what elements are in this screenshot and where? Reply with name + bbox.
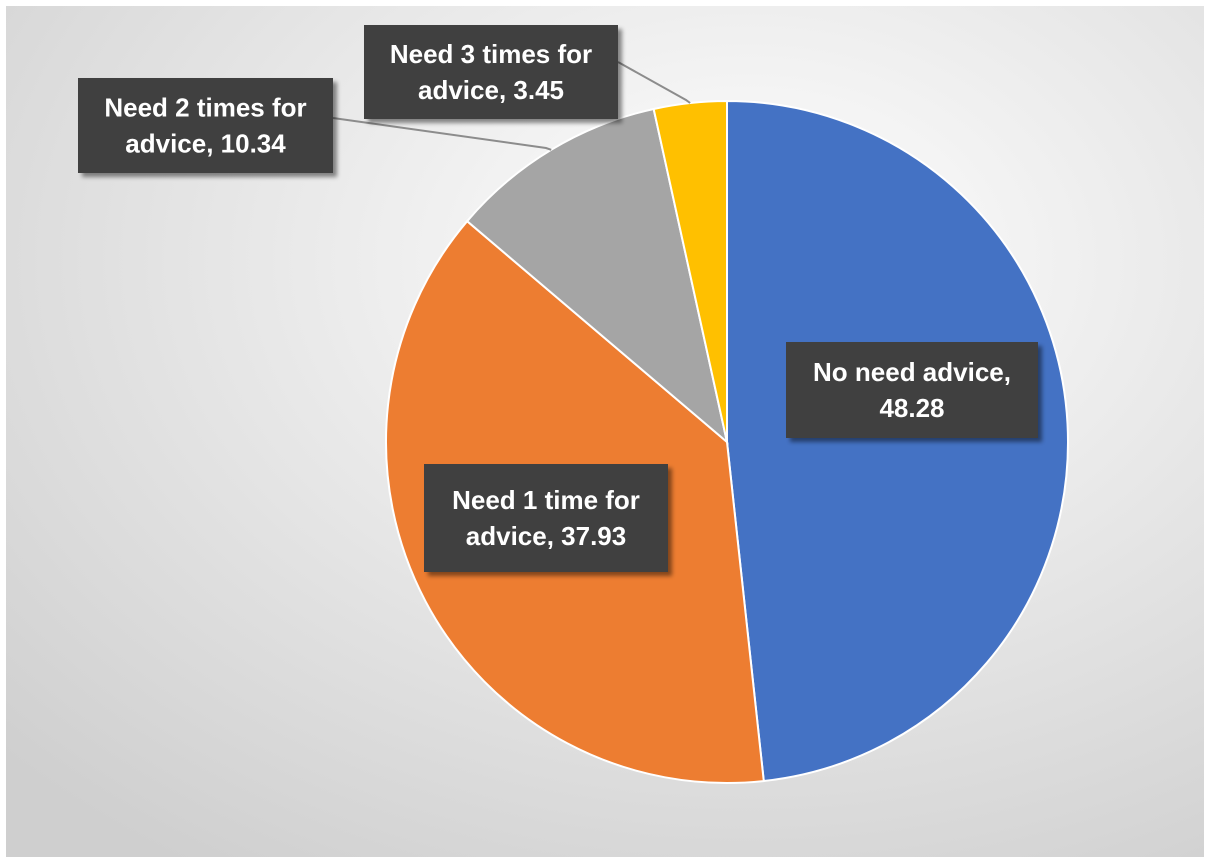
- data-labels: No need advice, 48.28 Need 1 time for advic…: [78, 25, 1038, 572]
- pie-slices: [385, 99, 1069, 784]
- pie-slice-need-2-times: [465, 107, 729, 445]
- data-label-need-2-times: Need 2 times for advice, 10.34: [78, 78, 333, 173]
- data-label-text: Need 2 times for: [104, 93, 306, 123]
- data-label-text: advice, 10.34: [125, 129, 286, 159]
- data-label-text: advice, 3.45: [418, 75, 564, 105]
- data-label-text: 48.28: [879, 393, 944, 423]
- data-label-text: advice, 37.93: [466, 521, 626, 551]
- data-label-box: [78, 78, 333, 173]
- pie-slice-need-3-times: [652, 99, 728, 443]
- data-label-text: Need 1 time for: [452, 485, 640, 515]
- data-label-need-1-time: Need 1 time for advice, 37.93: [424, 464, 668, 572]
- data-label-text: Need 3 times for: [390, 39, 592, 69]
- data-label-box: [786, 342, 1038, 438]
- data-label-box: [364, 25, 618, 119]
- data-label-need-3-times: Need 3 times for advice, 3.45: [364, 25, 618, 119]
- data-label-box: [424, 464, 668, 572]
- leader-line-need-2-times: [332, 117, 552, 151]
- data-label-text: No need advice,: [813, 357, 1011, 387]
- leader-lines: [332, 61, 691, 151]
- pie-slice-no-need-advice: [726, 99, 1069, 783]
- leader-line-need-3-times: [617, 61, 691, 104]
- data-label-no-need-advice: No need advice, 48.28: [786, 342, 1038, 438]
